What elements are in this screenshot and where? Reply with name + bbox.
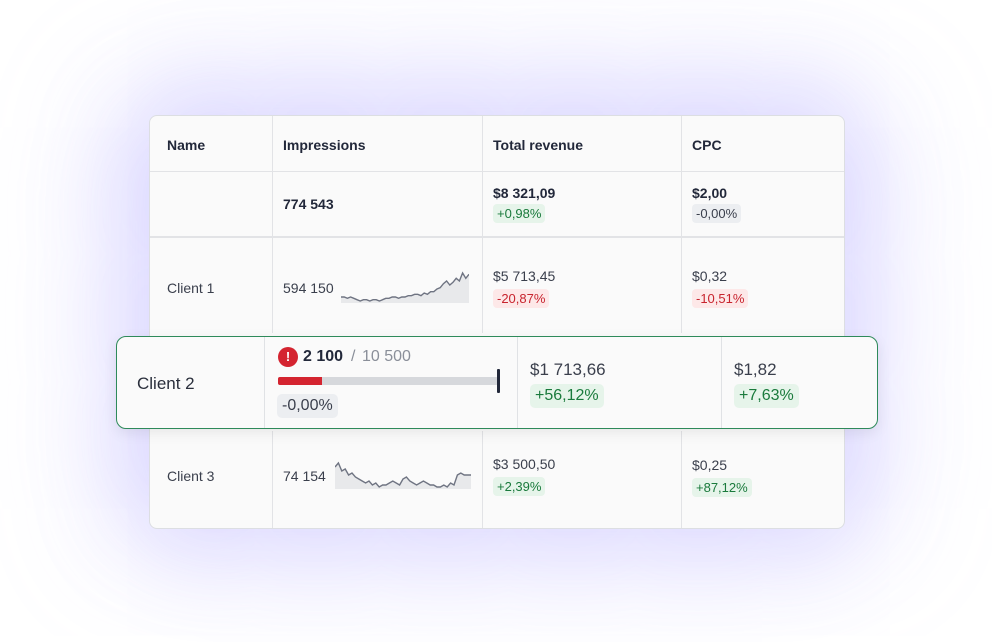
clients-table: Name Impressions Total revenue CPC 774 5… <box>149 115 845 529</box>
cpc-value: $1,82 <box>734 360 777 379</box>
totals-row: 774 543 $8 321,09 +0,98% $2,00 -0,00% <box>150 171 844 238</box>
total-revenue-change-badge: +0,98% <box>493 204 546 223</box>
revenue-value: $5 713,45 <box>493 268 556 284</box>
client-name: Client 3 <box>167 468 215 484</box>
impressions-limit-marker <box>497 369 500 393</box>
revenue-change-badge: +56,12% <box>530 384 604 408</box>
impressions-sparkline <box>341 271 469 303</box>
impressions-sparkline <box>335 461 471 489</box>
total-cpc: $2,00 <box>692 185 728 201</box>
cpc-value: $0,25 <box>692 457 728 473</box>
column-header-impressions[interactable]: Impressions <box>283 137 366 153</box>
highlighted-row-client-2[interactable]: Client 2 ! 2 100 / 10 500 -0,00% $1 713,… <box>116 336 878 429</box>
total-impressions: 774 543 <box>283 196 334 212</box>
cpc-change-badge: -10,51% <box>692 289 749 308</box>
impressions-progress-bar <box>278 377 498 385</box>
impressions-change-badge: -0,00% <box>277 394 338 418</box>
impressions-value: 594 150 <box>283 280 334 296</box>
sparkline-area <box>335 463 471 489</box>
table-row[interactable]: Client 3 74 154 $3 500,50 +2,39% $0,25 +… <box>150 431 844 528</box>
impressions-separator: / <box>351 348 356 365</box>
cpc-change-badge: +7,63% <box>734 384 799 408</box>
sparkline-line <box>341 271 469 302</box>
client-name: Client 1 <box>167 280 215 296</box>
impressions-progress-fill <box>278 377 322 385</box>
revenue-change-badge: -20,87% <box>493 289 550 308</box>
table-row[interactable]: Client 1 594 150 $5 713,45 -20,87% $0,32… <box>150 237 844 333</box>
table-header-row: Name Impressions Total revenue CPC <box>150 116 844 172</box>
cpc-value: $0,32 <box>692 268 728 284</box>
revenue-change-badge: +2,39% <box>493 477 546 496</box>
impressions-value: 2 100 <box>303 348 344 365</box>
impressions-value: 74 154 <box>283 468 326 484</box>
sparkline-area <box>341 273 469 303</box>
total-cpc-change-badge: -0,00% <box>692 204 742 223</box>
column-header-name[interactable]: Name <box>167 137 206 153</box>
client-name: Client 2 <box>137 374 195 393</box>
cpc-change-badge: +87,12% <box>692 478 752 497</box>
exclamation-circle-icon[interactable]: ! <box>278 347 298 367</box>
column-header-total-revenue[interactable]: Total revenue <box>493 137 583 153</box>
total-revenue: $8 321,09 <box>493 185 556 201</box>
revenue-value: $1 713,66 <box>530 360 606 379</box>
column-header-cpc[interactable]: CPC <box>692 137 722 153</box>
impressions-limit: 10 500 <box>362 348 411 365</box>
revenue-value: $3 500,50 <box>493 456 556 472</box>
sparkline-line <box>335 461 471 488</box>
